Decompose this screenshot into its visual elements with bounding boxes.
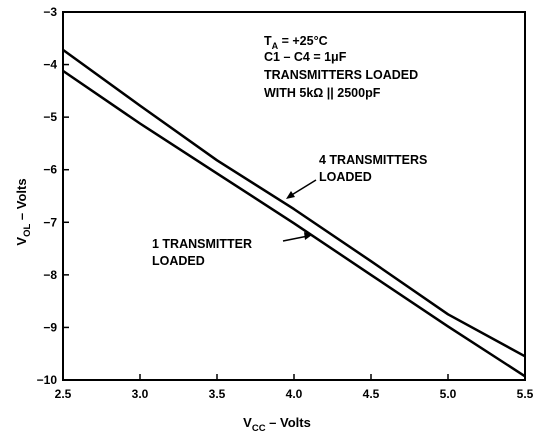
x-tick-label: 2.5 [55,387,72,401]
y-tick-label: −4 [43,58,57,72]
y-tick-label: −10 [37,373,58,387]
annotation-4-transmitters-arrowhead [286,191,295,199]
annotation-4-transmitters-line2: LOADED [319,170,372,184]
series-layer [62,48,526,378]
ticks-layer: 2.5 3.0 3.5 4.0 4.5 5.0 5.5 −3 −4 −5 −6 −7 −8 −9 −10 [37,5,534,401]
y-tick-label: −7 [43,215,57,229]
y-tick-label: −5 [43,110,57,124]
annotation-1-transmitter: 1 TRANSMITTER LOADED [152,232,312,268]
annotation-1-transmitter-line2: LOADED [152,254,205,268]
annotation-1-transmitter-pointer [282,235,309,242]
series-line-1-transmitter [62,69,526,378]
y-tick-label: −9 [43,320,57,334]
y-axis-title: VOL – Volts [14,178,33,245]
annotation-1-transmitter-line1: 1 TRANSMITTER [152,237,252,251]
x-axis-title: VCC – Volts [243,415,311,434]
annotation-1-transmitter-arrowhead [304,232,312,240]
conditions-block: TA = +25°C C1 – C4 = 1μF TRANSMITTERS LO… [264,34,418,100]
condition-capacitors: C1 – C4 = 1μF [264,50,347,64]
x-tick-label: 3.5 [209,387,226,401]
condition-load-line1: TRANSMITTERS LOADED [264,68,418,82]
x-tick-label: 4.5 [363,387,380,401]
y-tick-label: −6 [43,163,57,177]
condition-load-line2: WITH 5kΩ || 2500pF [264,86,381,100]
x-tick-label: 4.0 [286,387,303,401]
x-tick-label: 5.5 [517,387,534,401]
x-tick-label: 5.0 [440,387,457,401]
annotation-4-transmitters: 4 TRANSMITTERS LOADED [286,153,427,199]
y-tick-label: −3 [43,5,57,19]
x-tick-label: 3.0 [132,387,149,401]
y-tick-label: −8 [43,268,57,282]
plot-frame [62,11,526,381]
annotation-4-transmitters-line1: 4 TRANSMITTERS [319,153,427,167]
condition-temperature: TA = +25°C [264,34,328,51]
annotation-4-transmitters-pointer [289,179,317,197]
series-line-4-transmitters [62,48,526,358]
